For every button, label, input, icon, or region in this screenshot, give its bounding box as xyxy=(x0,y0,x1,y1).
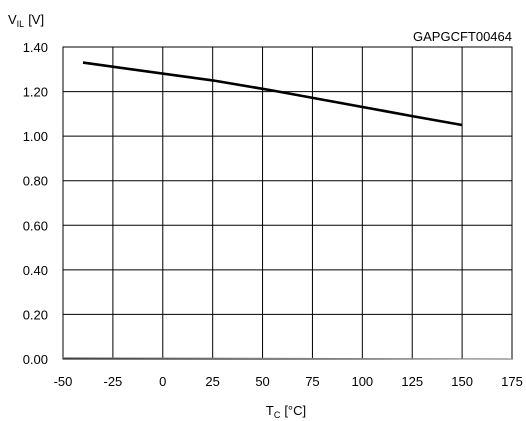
y-axis-subscript: IL xyxy=(17,19,25,29)
series-line-2 xyxy=(62,357,513,360)
series xyxy=(62,61,513,360)
x-tick-label: 125 xyxy=(401,374,423,389)
chart-code: GAPGCFT00464 xyxy=(413,29,512,44)
x-tick-label: 75 xyxy=(305,374,319,389)
x-tick-label: 50 xyxy=(255,374,269,389)
y-axis-unit: [V] xyxy=(28,12,44,27)
y-tick-label: 1.00 xyxy=(23,129,48,144)
x-tick-label: 150 xyxy=(451,374,473,389)
y-tick-label: 0.60 xyxy=(23,218,48,233)
x-tick-label: 0 xyxy=(159,374,166,389)
y-tick-label: 0.80 xyxy=(23,174,48,189)
y-axis-label: VIL [V] xyxy=(8,12,44,29)
y-axis-symbol: V xyxy=(8,12,17,27)
x-axis-unit: [°C] xyxy=(284,403,306,418)
series-line-1 xyxy=(82,61,463,127)
y-tick-label: 1.20 xyxy=(23,85,48,100)
x-axis-label: TC [°C] xyxy=(266,403,306,420)
svg-text:VIL[V]: VIL [V] xyxy=(8,12,44,29)
x-tick-label: 175 xyxy=(501,374,523,389)
svg-text:TC[°C]: TC [°C] xyxy=(266,403,306,420)
y-tick-label: 0.20 xyxy=(23,307,48,322)
y-tick-label: 0.40 xyxy=(23,263,48,278)
x-tick-label: 25 xyxy=(205,374,219,389)
x-axis-subscript: C xyxy=(274,410,281,420)
x-tick-label: 100 xyxy=(351,374,373,389)
x-axis-symbol: T xyxy=(266,403,274,418)
y-tick-label: 1.40 xyxy=(23,40,48,55)
x-tick-label: -25 xyxy=(103,374,122,389)
x-tick-label: -50 xyxy=(54,374,73,389)
y-tick-label: 0.00 xyxy=(23,352,48,367)
axes: -50 -25 0 25 50 75 100 125 150 175 0.00 0.20 0.40 0.6… xyxy=(23,40,523,389)
